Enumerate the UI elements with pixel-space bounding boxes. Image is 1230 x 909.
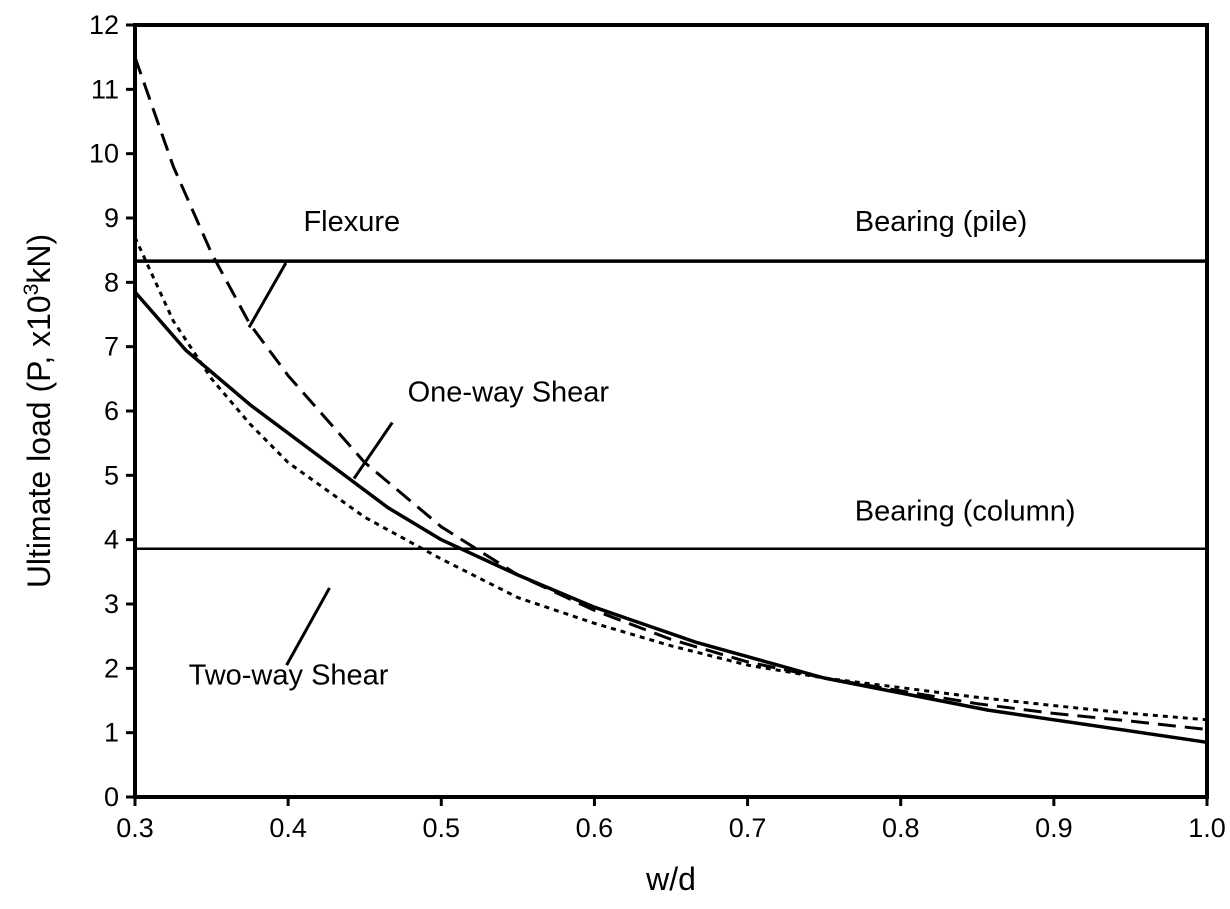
y-axis-title-exponent: 3 <box>20 284 43 296</box>
x-tick-label: 0.7 <box>729 813 767 843</box>
x-tick-label: 1.0 <box>1188 813 1226 843</box>
y-axis-title-unit: kN) <box>21 234 57 284</box>
series-layer <box>133 56 1208 745</box>
y-tick-label: 9 <box>104 203 119 233</box>
series-line-two-way-shear <box>133 236 1208 722</box>
x-tick-label: 0.4 <box>269 813 307 843</box>
y-tick-label: 1 <box>104 718 119 748</box>
y-tick-label: 7 <box>104 332 119 362</box>
series-line-one-way-shear <box>133 290 1208 745</box>
x-tick-label: 0.6 <box>576 813 614 843</box>
annotation-two-way-shear: Two-way Shear <box>189 659 389 691</box>
x-tick-label: 0.3 <box>116 813 154 843</box>
x-tick-label: 0.5 <box>423 813 461 843</box>
annotation-bearing-column: Bearing (column) <box>855 495 1076 527</box>
series-line-flexure <box>133 56 1208 731</box>
annotation-flexure: Flexure <box>303 206 400 238</box>
y-tick-label: 8 <box>104 267 119 297</box>
leader-line-two-way-shear <box>285 587 331 666</box>
annotation-leaders <box>247 262 394 666</box>
y-tick-label: 2 <box>104 653 119 683</box>
x-tick-label: 0.8 <box>882 813 920 843</box>
annotation-labels: Flexure One-way Shear Two-way Shear Bearing… <box>189 206 1076 692</box>
leader-line-one-way-shear <box>352 421 394 480</box>
leader-line-flexure <box>247 262 288 329</box>
y-tick-label: 5 <box>104 460 119 490</box>
y-tick-label: 6 <box>104 396 119 426</box>
y-tick-label: 3 <box>104 589 119 619</box>
y-axis-title-main: Ultimate load (P, x10 <box>21 295 57 588</box>
x-axis-title: w/d <box>645 861 696 897</box>
x-axis-ticks: 0.3 0.4 0.5 0.6 0.7 0.8 0.9 1.0 <box>116 797 1226 843</box>
x-tick-label: 0.9 <box>1035 813 1073 843</box>
annotation-one-way-shear: One-way Shear <box>408 376 610 408</box>
y-tick-label: 11 <box>91 74 119 104</box>
y-tick-label: 0 <box>104 782 119 812</box>
y-tick-label: 4 <box>104 525 119 555</box>
y-axis-title: Ultimate load (P, x103kN) <box>20 234 57 588</box>
y-tick-label: 12 <box>89 10 119 40</box>
annotation-bearing-pile: Bearing (pile) <box>855 206 1027 238</box>
y-tick-label: 10 <box>89 139 119 169</box>
